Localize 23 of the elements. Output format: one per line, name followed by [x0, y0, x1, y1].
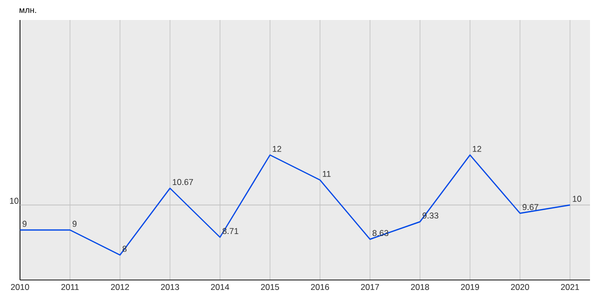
x-tick-label: 2018 — [411, 284, 430, 290]
data-label: 10 — [572, 196, 582, 202]
data-label: 9 — [22, 220, 27, 227]
data-label: 9.67 — [522, 204, 538, 210]
x-tick-label: 2016 — [311, 284, 330, 290]
x-tick-label: 2012 — [111, 284, 129, 290]
x-tick-label: 2010 — [11, 284, 30, 290]
x-tick-label: 2015 — [261, 284, 280, 290]
y-axis-title: млн. — [20, 8, 36, 13]
x-tick-label: 2021 — [561, 284, 580, 290]
data-label: 11 — [322, 170, 331, 177]
ref-line-label: 10 — [10, 198, 18, 204]
x-tick-label: 2014 — [211, 284, 230, 290]
data-label: 12 — [272, 146, 282, 152]
data-label: 9 — [72, 220, 77, 227]
x-tick-label: 2011 — [61, 284, 79, 290]
x-tick-label: 2020 — [511, 284, 530, 290]
data-label: 12 — [472, 146, 482, 152]
data-label: 10.67 — [172, 179, 193, 186]
x-tick-label: 2013 — [161, 284, 180, 290]
x-tick-label: 2019 — [461, 284, 480, 290]
data-label: 8.63 — [372, 230, 388, 236]
x-tick-label: 2017 — [361, 284, 379, 290]
